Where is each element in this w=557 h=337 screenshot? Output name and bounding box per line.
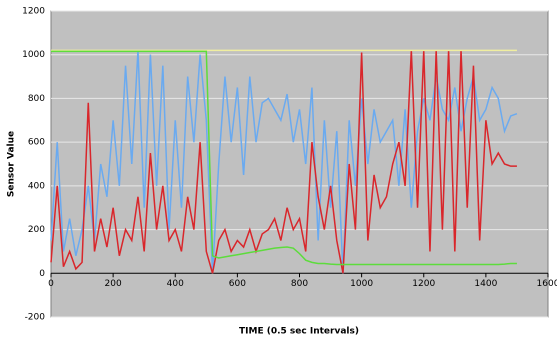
series-line	[50, 50, 518, 274]
x-tick-label: 1200	[412, 279, 435, 289]
x-axis-label: TIME (0.5 sec Intervals)	[239, 327, 359, 337]
x-tick-label: 800	[291, 279, 308, 289]
series-line	[51, 50, 517, 266]
y-tick-label: -200	[25, 313, 46, 323]
y-tick-label: 400	[28, 181, 45, 191]
y-tick-label: 1000	[22, 50, 45, 60]
x-tick-label: 400	[167, 279, 184, 289]
x-tick-label: 200	[105, 279, 122, 289]
x-tick-label: 1000	[350, 279, 373, 289]
y-axis-label: Sensor Value	[7, 131, 17, 197]
plot-area	[50, 10, 549, 318]
x-tick-label: 1400	[474, 279, 497, 289]
y-tick-label: 600	[28, 138, 45, 148]
y-tick-label: 200	[28, 225, 45, 235]
x-tick-label: 600	[229, 279, 246, 289]
y-tick-label: 1200	[22, 7, 45, 17]
y-tick-label: 0	[39, 269, 45, 279]
x-tick-label: 0	[48, 279, 54, 289]
series-line	[50, 50, 517, 274]
x-tick-label: 1600	[537, 279, 557, 289]
y-tick-label: 800	[28, 94, 45, 104]
